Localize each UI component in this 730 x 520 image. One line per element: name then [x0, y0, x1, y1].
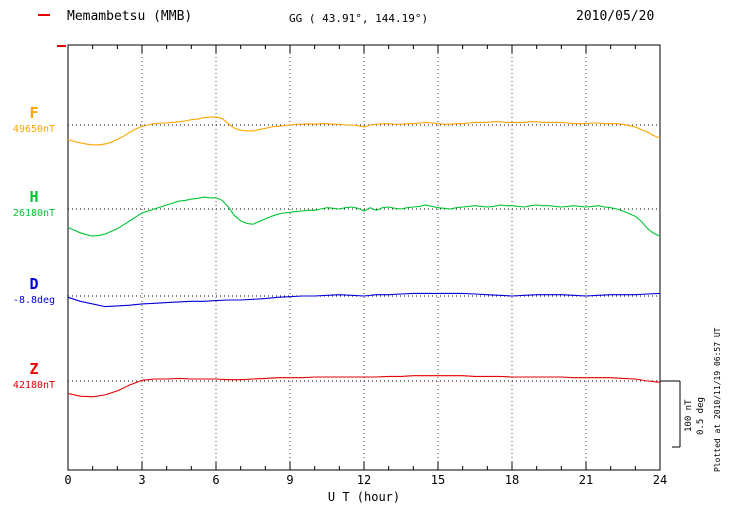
station-title: Memambetsu (MMB) — [67, 9, 193, 24]
date-label: 2010/05/20 — [576, 9, 655, 24]
plotted-at-note: Plotted at 2010/11/19 06:57 UT — [713, 327, 722, 473]
x-tick-label: 12 — [356, 473, 372, 487]
component-letter-F: F — [29, 104, 39, 122]
x-tick-label: 21 — [578, 473, 594, 487]
component-letter-D: D — [29, 275, 39, 293]
component-baseline-Z: 42180nT — [12, 380, 56, 391]
coordinates-label: GG ( 43.91°, 144.19°) — [289, 12, 429, 25]
x-tick-label: 18 — [504, 473, 520, 487]
x-tick-label: 15 — [430, 473, 446, 487]
component-letter-H: H — [29, 188, 39, 206]
trace-Z — [67, 375, 661, 398]
scalebar-deg-label: 0.5 deg — [696, 397, 706, 435]
trace-D — [67, 292, 661, 308]
x-axis-title: U T (hour) — [327, 490, 401, 504]
scalebar-nt-label: 100 nT — [684, 399, 694, 433]
trace-F — [67, 116, 661, 146]
x-tick-label: 9 — [286, 473, 294, 487]
component-label-D: D -8.8deg — [5, 277, 63, 306]
x-tick-label: 0 — [64, 473, 72, 487]
x-tick-label: 24 — [652, 473, 668, 487]
trace-H — [67, 196, 661, 237]
component-baseline-H: 26180nT — [12, 208, 56, 219]
x-tick-label: 3 — [138, 473, 146, 487]
component-label-F: F 49650nT — [5, 106, 63, 135]
x-tick-label: 6 — [212, 473, 220, 487]
component-baseline-F: 49650nT — [12, 124, 56, 135]
component-baseline-D: -8.8deg — [12, 295, 56, 306]
component-letter-Z: Z — [29, 360, 39, 378]
component-label-H: H 26180nT — [5, 190, 63, 219]
component-label-Z: Z 42180nT — [5, 362, 63, 391]
